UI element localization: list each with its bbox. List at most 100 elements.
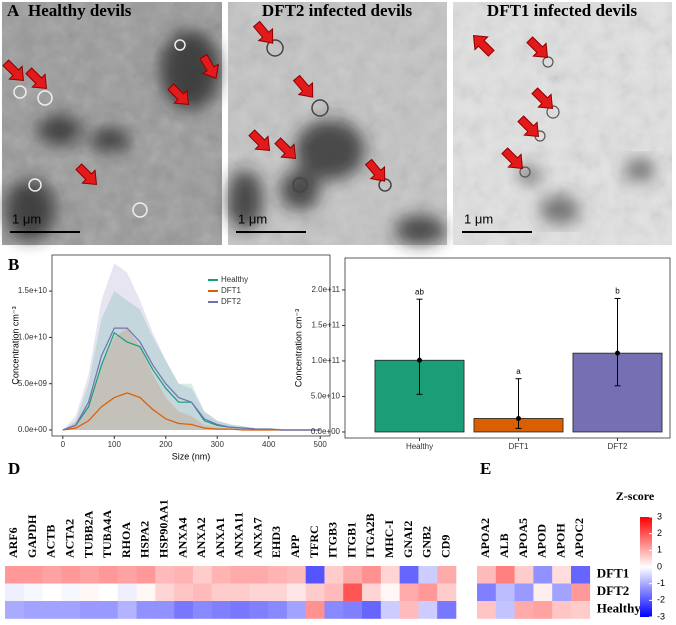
heatmap-cell	[514, 583, 534, 602]
heatmap-cell	[380, 601, 400, 619]
heatmap-cell	[117, 583, 137, 602]
column-label: ALB	[497, 533, 511, 558]
heatmap-cell	[117, 566, 137, 584]
micrograph	[453, 2, 672, 245]
image-title: Healthy devils	[28, 1, 132, 20]
column-label: APOA5	[516, 518, 530, 558]
column-label: CD9	[438, 535, 452, 558]
heatmap-cell	[98, 601, 119, 619]
y-tick-label: 1.0e+10	[18, 333, 48, 342]
heatmap-cell	[268, 583, 288, 602]
heatmap-cell	[230, 601, 250, 619]
heatmap-cell	[571, 566, 591, 584]
heatmap-cell	[61, 566, 81, 584]
legend-label: DFT2	[221, 297, 242, 306]
heatmap-cell	[211, 583, 231, 602]
heatmap-cell	[155, 566, 175, 584]
column-label: APOH	[553, 523, 567, 558]
heatmap-cell	[418, 583, 438, 602]
scale-bar-label: 1 μm	[464, 211, 493, 226]
y-tick-label: 1.5e+10	[18, 286, 48, 295]
column-label: ANXA2	[194, 517, 208, 558]
column-label: ARF6	[6, 527, 20, 558]
heatmap-cell	[192, 583, 213, 602]
heatmap-cell	[533, 583, 553, 602]
heatmap-cell	[305, 601, 325, 619]
x-tick-label: 500	[314, 440, 328, 449]
heatmap-cell	[552, 583, 572, 602]
heatmap-cell	[380, 583, 400, 602]
heatmap-cell	[399, 583, 419, 602]
panel-letter: D	[8, 459, 20, 478]
heatmap-cell	[533, 601, 553, 619]
y-tick-label: 0.0e+00	[311, 427, 341, 436]
heatmap-cell	[343, 566, 363, 584]
heatmap-cell	[42, 583, 62, 602]
legend-label: DFT1	[221, 286, 242, 295]
column-label: EHD3	[269, 526, 283, 558]
column-label: ANXA7	[250, 517, 264, 558]
colorbar-tick-label: 2	[657, 528, 662, 538]
heatmap-cell	[192, 566, 213, 584]
column-label: ACTA2	[63, 519, 77, 558]
heatmap-cell	[286, 601, 306, 619]
heatmap-cell	[362, 583, 382, 602]
mean-point	[516, 415, 521, 421]
heatmap-cell	[174, 601, 194, 619]
heatmap-cell	[211, 601, 231, 619]
heatmap-cell	[552, 566, 572, 584]
heatmap-cell	[399, 601, 419, 619]
significance-label: a	[516, 367, 521, 376]
heatmap-cell	[249, 566, 269, 584]
heatmap-cell	[23, 583, 43, 602]
heatmap-cell	[42, 601, 62, 619]
column-label: TFRC	[307, 525, 321, 558]
mean-point	[417, 357, 422, 363]
mean-point	[615, 350, 620, 356]
column-label: GAPDH	[25, 514, 39, 558]
heatmap-cell	[380, 566, 400, 584]
image-title: DFT2 infected devils	[262, 1, 413, 20]
y-tick-label: 5.0e+10	[311, 392, 341, 401]
heatmap-cell	[174, 566, 194, 584]
heatmap-cell	[305, 566, 325, 584]
heatmap-cell	[495, 583, 515, 602]
colorbar-title: Z-score	[616, 489, 655, 503]
column-label: APOD	[535, 524, 549, 558]
heatmap-cell	[155, 601, 175, 619]
y-tick-label: 0.0e+00	[18, 425, 48, 434]
heatmap-cell	[155, 583, 175, 602]
column-label: APP	[288, 535, 302, 558]
heatmap-cell	[174, 583, 194, 602]
heatmap-cell	[477, 601, 497, 619]
heatmap-cell	[437, 566, 457, 584]
y-tick-label: 1.5e+11	[311, 321, 340, 330]
heatmap-cell	[23, 566, 43, 584]
heatmap-cell	[571, 601, 591, 619]
heatmap-cell	[477, 566, 497, 584]
heatmap-cell	[495, 601, 515, 619]
confidence-band	[62, 263, 321, 430]
heatmap-cell	[305, 583, 325, 602]
legend-label: Healthy	[221, 275, 248, 284]
y-axis-label: Concentration cm⁻³	[293, 309, 303, 387]
y-tick-label: 2.0e+11	[311, 285, 340, 294]
heatmap-cell	[5, 583, 25, 602]
heatmap-cell	[324, 583, 344, 602]
x-tick-label: 300	[211, 440, 225, 449]
heatmap-cell	[211, 566, 231, 584]
heatmap-cell	[286, 583, 306, 602]
heatmap-cell	[362, 566, 382, 584]
heatmap-cell	[5, 566, 25, 584]
column-label: HSP90AA1	[156, 499, 170, 558]
colorbar-tick-label: 1	[657, 545, 662, 555]
panel-letter: B	[8, 255, 19, 274]
x-tick-label: 0	[61, 440, 66, 449]
column-label: ITGB1	[344, 522, 358, 558]
heatmap-cell	[98, 566, 119, 584]
heatmap-cell	[571, 583, 591, 602]
scale-bar-label: 1 μm	[238, 211, 267, 226]
column-label: ANXA4	[175, 517, 189, 558]
heatmap-cell	[552, 601, 572, 619]
heatmap-cell	[249, 583, 269, 602]
